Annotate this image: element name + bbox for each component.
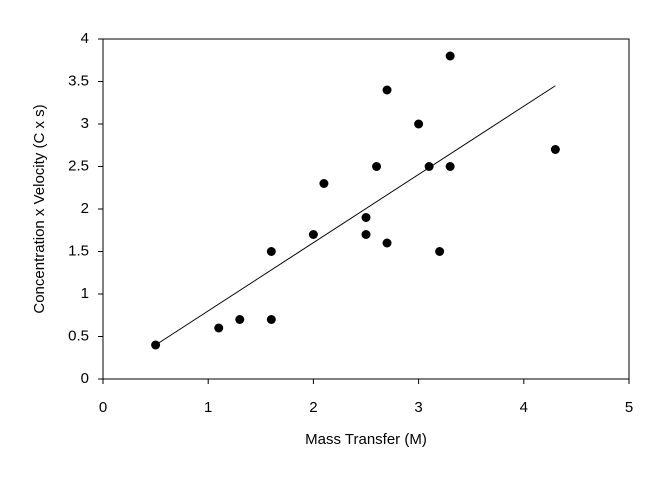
point [445,162,455,171]
point [382,238,392,248]
point [361,230,371,239]
point [414,119,424,129]
point [319,179,329,188]
x-tick-label: 3 [414,399,422,416]
point [550,145,560,154]
point [151,340,161,350]
trendline [155,85,556,346]
y-tick-label: 3 [81,115,89,132]
x-tick-label: 0 [99,399,107,416]
y-tick-label: 2 [81,200,89,217]
point [372,162,382,171]
y-axis-label: Concentration x Velocity (C x s) [31,104,48,313]
point [266,247,276,256]
point [361,213,371,222]
point [445,51,455,61]
y-tick-label: 0.5 [68,327,89,344]
x-tick-label: 4 [520,399,528,416]
x-tick-label: 2 [309,399,317,416]
point [235,315,245,324]
point [214,323,224,333]
point [308,230,318,239]
x-axis-label: Mass Transfer (M) [305,431,427,448]
x-tick-label: 5 [625,399,633,416]
x-tick-label: 1 [204,399,212,416]
point [382,85,392,95]
y-tick-label: 0 [81,370,89,387]
point [266,315,276,324]
y-tick-label: 2.5 [68,157,89,174]
y-tick-label: 1 [81,285,89,302]
y-tick-label: 1.5 [68,242,89,259]
y-tick-label: 4 [81,30,89,47]
y-tick-label: 3.5 [68,72,89,89]
point [435,247,445,256]
point [424,162,434,171]
